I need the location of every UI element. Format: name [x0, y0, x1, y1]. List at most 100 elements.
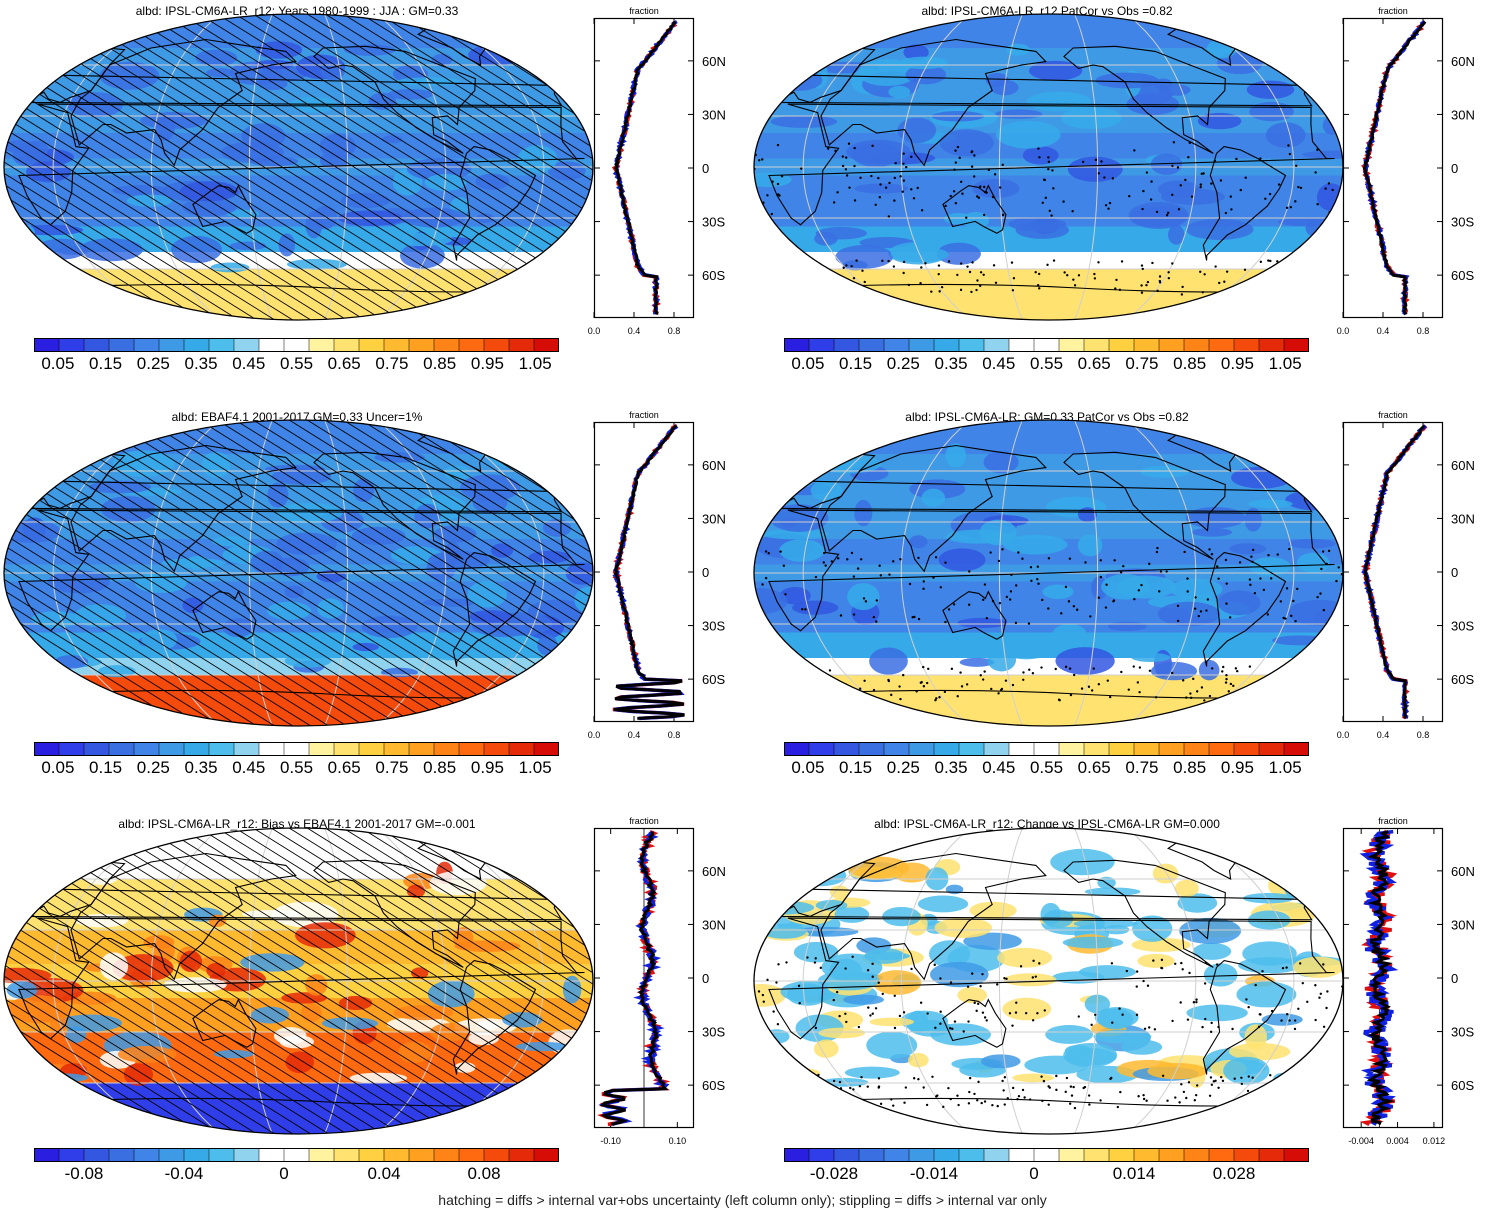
profile-lat-tick: 30S — [702, 215, 725, 230]
profile-x-tick: 0.4 — [628, 326, 641, 336]
colorbar-label: 0.35 — [934, 354, 968, 373]
colorbar-swatch — [808, 337, 835, 353]
coast-samerica — [452, 552, 537, 667]
colorbar — [783, 741, 1310, 761]
colorbar-swatch — [158, 1147, 185, 1163]
colorbar-swatch — [933, 741, 960, 757]
colorbar-label: 0.04 — [367, 1164, 401, 1183]
colorbar-swatch — [1283, 741, 1310, 757]
colorbar-label: 0.05 — [791, 758, 825, 777]
coast-australia — [192, 998, 257, 1048]
coast-namerica — [313, 45, 476, 154]
colorbar-label: 0.65 — [1077, 758, 1111, 777]
colorbar-swatch — [108, 1147, 135, 1163]
colorbar-swatch — [1158, 741, 1185, 757]
colorbar-swatch — [983, 741, 1010, 757]
colorbar-swatch — [333, 1147, 360, 1163]
profile-lat-tick: 30S — [1451, 215, 1474, 230]
colorbar-swatch — [1108, 741, 1135, 757]
profile-line — [597, 829, 671, 1127]
colorbar-swatch — [483, 1147, 510, 1163]
colorbar-swatch — [1258, 741, 1285, 757]
colorbar-swatch — [33, 337, 60, 353]
profile-x-tick: 0.0 — [1337, 730, 1350, 740]
colorbar-swatch — [1008, 1147, 1035, 1163]
profile-line — [1363, 20, 1426, 316]
colorbar-swatch — [83, 337, 110, 353]
graticule — [754, 14, 1343, 320]
profile-x-tick: 0.0 — [588, 730, 601, 740]
map-p1 — [3, 13, 594, 321]
zonal-profile: fraction 60N 30N 0 30S 60S 0.0 0.4 0.8 — [588, 410, 726, 740]
coast-asia — [820, 852, 1047, 981]
profile-x-tick: 0.8 — [668, 326, 681, 336]
colorbar-label: 0.25 — [886, 354, 920, 373]
map-border — [3, 13, 594, 321]
profile-x-tick: 0.0 — [1337, 326, 1350, 336]
coast-samerica — [1202, 960, 1287, 1075]
figure-footnote: hatching = diffs > internal var+obs unce… — [438, 1192, 1047, 1208]
colorbar-label: 0.65 — [1077, 354, 1111, 373]
colorbar-swatch — [1158, 337, 1185, 353]
colorbar-swatch — [458, 741, 485, 757]
colorbar-label: 0.15 — [839, 758, 873, 777]
colorbar-swatch — [1208, 337, 1235, 353]
profile-x-tick: 0.012 — [1423, 1136, 1446, 1146]
colorbar-swatch — [508, 1147, 535, 1163]
colorbar-swatch — [833, 741, 860, 757]
colorbar-swatch — [333, 337, 360, 353]
colorbar-label: 0.95 — [1220, 758, 1254, 777]
colorbar-swatch — [258, 1147, 285, 1163]
colorbar-svg — [33, 337, 560, 353]
profile-header: fraction — [629, 816, 659, 826]
profile-line — [1361, 424, 1427, 719]
profile-header: fraction — [629, 410, 659, 420]
profile-header: fraction — [629, 6, 659, 16]
colorbar-swatch — [508, 337, 535, 353]
profile-line — [613, 424, 685, 720]
colorbar-label: 0.65 — [327, 354, 361, 373]
colorbar-label: 0.05 — [41, 758, 75, 777]
colorbar-swatch — [258, 337, 285, 353]
colorbar-swatch — [1008, 337, 1035, 353]
colorbar-label: 0 — [279, 1164, 289, 1183]
profile-x-tick: -0.004 — [1348, 1136, 1374, 1146]
colorbar-label: -0.014 — [909, 1164, 959, 1183]
colorbar-swatch — [1058, 1147, 1085, 1163]
colorbar-swatch — [1183, 1147, 1210, 1163]
colorbar-swatch — [133, 1147, 160, 1163]
panel-title: albd: IPSL-CM6A-LR_r12: Bias vs EBAF4.1 … — [118, 817, 476, 831]
colorbar-label: 0.65 — [327, 758, 361, 777]
colorbar-svg — [783, 1147, 1310, 1163]
colorbar-swatch — [383, 1147, 410, 1163]
colorbar-swatch — [308, 337, 335, 353]
panel-title: albd: IPSL-CM6A-LR_r12 PatCor vs Obs =0.… — [921, 4, 1173, 18]
map-field — [4, 828, 593, 1134]
colorbar — [33, 741, 560, 761]
profile-lat-tick: 60N — [1451, 864, 1475, 879]
profile-lat-tick: 60S — [702, 1078, 725, 1093]
colorbar-swatch — [1058, 741, 1085, 757]
colorbar-swatch — [1133, 337, 1160, 353]
profile-x-tick: 0.4 — [1377, 730, 1390, 740]
colorbar-swatch — [133, 337, 160, 353]
profile-lat-tick: 60N — [1451, 458, 1475, 473]
colorbar-swatch — [1033, 1147, 1060, 1163]
graticule — [754, 828, 1343, 1134]
colorbar-label: 0.05 — [791, 354, 825, 373]
profile-line — [1360, 20, 1426, 316]
colorbar-swatch — [833, 1147, 860, 1163]
colorbar-swatch — [383, 741, 410, 757]
colorbar-swatch — [1283, 1147, 1310, 1163]
colorbar-label: -0.08 — [64, 1164, 104, 1183]
colorbar-swatch — [233, 337, 260, 353]
colorbar-swatch — [133, 741, 160, 757]
colorbar-label: 0.95 — [1220, 354, 1254, 373]
colorbar-swatch — [358, 1147, 385, 1163]
profile-lat-tick: 30N — [1451, 107, 1475, 122]
profile-lat-tick: 30N — [702, 917, 726, 932]
colorbar-swatch — [183, 741, 210, 757]
colorbar-swatch — [958, 1147, 985, 1163]
colorbar-label: 0.15 — [839, 354, 873, 373]
profile-lat-tick: 0 — [702, 161, 709, 176]
